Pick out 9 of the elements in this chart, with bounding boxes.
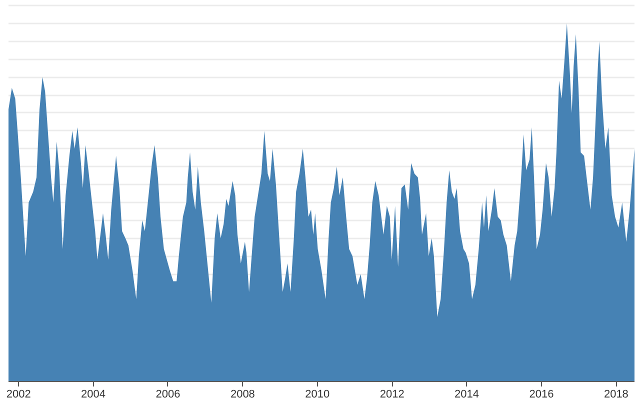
x-tick-label: 2016 bbox=[529, 388, 554, 400]
x-tick-label: 2008 bbox=[230, 388, 255, 400]
x-tick-label: 2012 bbox=[380, 388, 404, 400]
x-tick-label: 2018 bbox=[604, 388, 628, 400]
x-tick-label: 2004 bbox=[81, 388, 106, 400]
x-tick-label: 2014 bbox=[454, 388, 480, 400]
x-tick-label: 2002 bbox=[6, 388, 31, 400]
x-tick-label: 2006 bbox=[156, 388, 180, 400]
x-tick-label: 2010 bbox=[305, 388, 330, 400]
